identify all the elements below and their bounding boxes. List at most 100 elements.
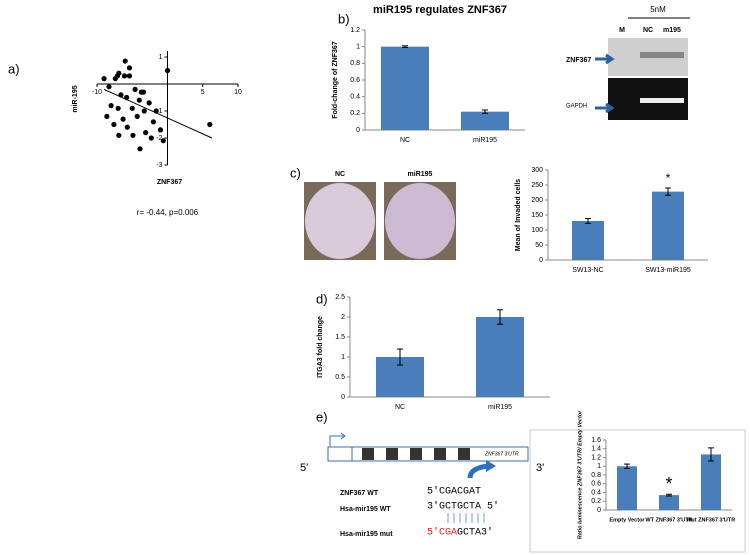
x-tick-label: Empty Vector — [609, 517, 645, 523]
significance: * — [666, 171, 671, 185]
x-tick-label: WT ZNF367 3'UTR — [645, 517, 692, 523]
y-tick-label: -1 — [156, 108, 162, 115]
block — [386, 448, 398, 460]
site-arrow — [467, 463, 489, 479]
y-tick-label: 200 — [531, 197, 543, 204]
bar — [572, 221, 604, 260]
control-label: GAPDH — [566, 104, 587, 110]
trendline — [103, 88, 213, 139]
block — [362, 448, 374, 460]
y-tick-label: 0.4 — [350, 94, 360, 101]
point — [121, 73, 128, 79]
point — [136, 97, 142, 103]
protein-label: ZNF367 — [566, 57, 591, 64]
y-tick-label: 50 — [535, 242, 543, 249]
y-tick-label: 1.2 — [350, 27, 360, 34]
point — [207, 121, 213, 128]
lane-label: M — [619, 27, 625, 34]
x-tick-label: SW13-miR195 — [645, 267, 691, 274]
point — [104, 113, 110, 119]
row-label: ZNF367 WT — [340, 490, 379, 497]
significance: * — [665, 474, 672, 494]
well — [305, 183, 375, 259]
sequence: GCTA3' — [457, 527, 493, 539]
x-tick-label: miR195 — [488, 404, 512, 411]
point — [130, 132, 136, 138]
y-tick-label: 0 — [341, 394, 345, 401]
point — [134, 113, 140, 119]
chart-title: miR195 regulates ZNF367 — [373, 4, 507, 16]
y-tick-label: 0.4 — [591, 489, 601, 496]
y-tick-label: 0.2 — [591, 498, 601, 505]
point — [157, 127, 164, 133]
arrow — [595, 53, 615, 65]
promoter-arrow — [329, 432, 346, 447]
lane-label: NC — [643, 27, 653, 34]
photo-label: miR195 — [408, 171, 433, 178]
point — [160, 138, 166, 144]
point — [143, 130, 149, 136]
point — [140, 89, 147, 95]
utr-label: ZNF367 3'UTR — [484, 451, 519, 457]
row-label: Hsa-mir195 WT — [340, 506, 391, 513]
point — [150, 119, 156, 125]
row-label: Hsa-mir195 mut — [340, 531, 393, 538]
panel-label: c) — [290, 165, 301, 180]
y-axis-label: Mean of Invaded cells — [515, 179, 522, 251]
point — [141, 108, 147, 114]
point — [126, 65, 133, 71]
sequence: 3'GCTGCTA 5' — [427, 501, 499, 513]
y-tick-label: 100 — [531, 227, 543, 234]
y-tick-label: 0.2 — [350, 110, 360, 117]
point — [137, 146, 143, 152]
y-tick-label: -2 — [156, 135, 162, 142]
point — [106, 84, 112, 90]
point — [129, 105, 135, 111]
invasion-photos: NC miR195 — [304, 171, 456, 260]
x-axis-label: ZNF367 — [157, 179, 182, 186]
point — [101, 76, 107, 82]
point — [124, 124, 130, 130]
photo-label: NC — [335, 171, 345, 178]
bar — [652, 191, 684, 260]
sequence: 5'CGACGAT — [427, 486, 481, 498]
y-tick-label: 1 — [159, 54, 163, 61]
point — [146, 100, 152, 106]
panel-label: a) — [8, 61, 20, 76]
bar — [617, 466, 637, 510]
x-tick-label: 10 — [234, 89, 242, 96]
mutated-sequence: 5'CGA — [427, 527, 457, 539]
y-tick-label: 0 — [539, 257, 543, 264]
chart-frame — [529, 429, 746, 553]
point — [115, 105, 121, 111]
y-tick-label: 1 — [356, 44, 360, 51]
y-tick-label: 0.5 — [335, 374, 345, 381]
point — [112, 76, 118, 82]
y-tick-label: 250 — [531, 182, 543, 189]
well — [385, 183, 455, 259]
x-tick-label: SW13-NC — [572, 267, 604, 274]
lane-label: m195 — [663, 27, 681, 34]
x-tick-label: Mut ZNF367 3'UTR — [687, 517, 735, 523]
x-tick-label: NC — [395, 404, 405, 411]
point — [122, 58, 128, 64]
y-tick-label: 0.8 — [350, 60, 360, 67]
block — [458, 448, 470, 460]
point — [164, 67, 171, 74]
y-tick-label: 0 — [356, 127, 360, 134]
y-axis-label: Ratio luminescence ZNF367 3'UTR/ Empty V… — [577, 410, 583, 539]
y-tick-label: 0.8 — [591, 472, 601, 479]
y-tick-label: 1 — [597, 463, 601, 470]
bar — [659, 495, 679, 510]
western-blot: 5nM M NC m195 ZNF367 GAPDH — [566, 5, 690, 120]
y-tick-label: 1.2 — [591, 454, 601, 461]
y-tick-label: 1.4 — [591, 446, 601, 453]
y-axis-label: Fold-change of ZNF367 — [332, 41, 339, 119]
point — [116, 132, 122, 138]
dose-label: 5nM — [650, 5, 666, 14]
x-tick-label: -10 — [92, 89, 102, 96]
pairing-lines — [447, 513, 485, 523]
y-tick-label: -3 — [156, 162, 162, 169]
x-tick-label: NC — [400, 137, 410, 144]
